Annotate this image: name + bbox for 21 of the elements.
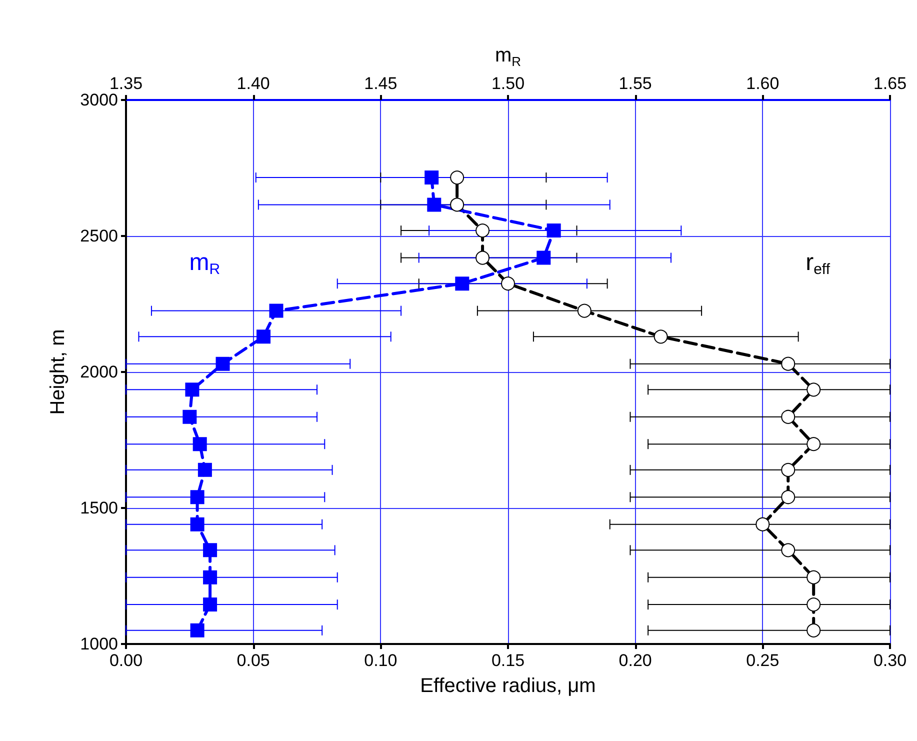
y-tick-label: 1500 xyxy=(80,498,118,518)
x-axis-title: Effective radius, μm xyxy=(420,675,596,697)
x-tick-label: 0.25 xyxy=(746,651,780,670)
x-tick-label: 0.05 xyxy=(236,651,270,670)
y-tick-label: 2000 xyxy=(80,362,118,382)
x-tick-label: 0.15 xyxy=(491,651,525,670)
x2-tick-label: 1.60 xyxy=(746,74,780,93)
x-tick-label: 0.20 xyxy=(618,651,652,670)
x-tick-label: 0.10 xyxy=(364,651,398,670)
x-tick-label: 0.00 xyxy=(109,651,143,670)
x2-tick-label: 1.55 xyxy=(618,74,652,93)
x-tick-label: 0.30 xyxy=(873,651,907,670)
x2-tick-label: 1.65 xyxy=(873,74,907,93)
x2-tick-label: 1.50 xyxy=(491,74,525,93)
x2-tick-label: 1.35 xyxy=(109,74,143,93)
x2-tick-label: 1.45 xyxy=(364,74,398,93)
y-tick-label: 2500 xyxy=(80,226,118,246)
y-axis-title: Height, m xyxy=(47,329,69,415)
y-tick-label: 1000 xyxy=(80,634,118,654)
y-tick-label: 3000 xyxy=(80,90,118,110)
x2-tick-label: 1.40 xyxy=(236,74,270,93)
